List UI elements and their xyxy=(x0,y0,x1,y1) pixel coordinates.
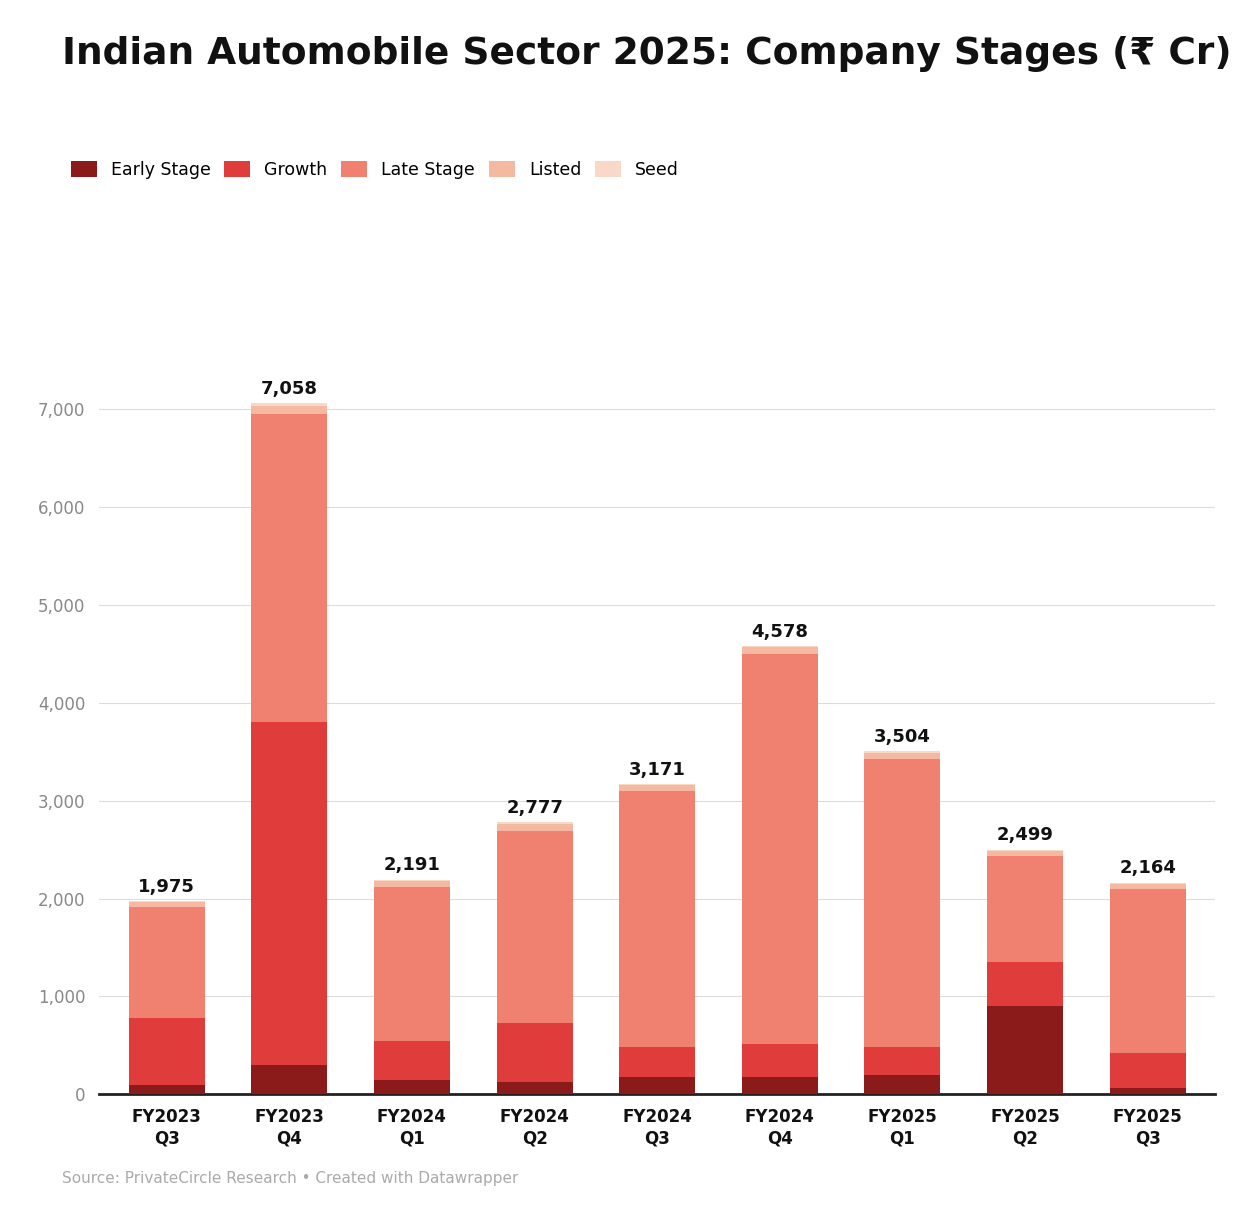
Bar xyxy=(619,786,696,790)
Text: 3,504: 3,504 xyxy=(874,728,931,745)
Bar xyxy=(252,1065,327,1094)
Bar xyxy=(1110,884,1185,889)
Bar xyxy=(742,647,818,654)
Bar xyxy=(1110,1087,1185,1094)
Bar xyxy=(742,646,818,647)
Bar xyxy=(496,1023,573,1082)
Text: 3,171: 3,171 xyxy=(629,760,686,778)
Text: 2,164: 2,164 xyxy=(1120,860,1177,877)
Bar xyxy=(864,1075,940,1094)
Bar xyxy=(987,856,1063,962)
Bar xyxy=(742,654,818,1045)
Text: Indian Automobile Sector 2025: Company Stages (₹ Cr): Indian Automobile Sector 2025: Company S… xyxy=(62,36,1231,73)
Bar xyxy=(1110,889,1185,1053)
Bar xyxy=(864,1047,940,1075)
Bar xyxy=(129,907,205,1018)
Bar xyxy=(496,822,573,824)
Bar xyxy=(987,1007,1063,1094)
Bar xyxy=(619,1077,696,1094)
Bar xyxy=(496,824,573,831)
Text: 2,499: 2,499 xyxy=(997,827,1054,844)
Text: 7,058: 7,058 xyxy=(260,379,317,398)
Bar xyxy=(374,1080,450,1094)
Bar xyxy=(1110,1053,1185,1087)
Bar xyxy=(864,753,940,759)
Bar xyxy=(252,404,327,406)
Text: 4,578: 4,578 xyxy=(751,623,808,641)
Text: Source: PrivateCircle Research • Created with Datawrapper: Source: PrivateCircle Research • Created… xyxy=(62,1171,518,1186)
Bar xyxy=(987,851,1063,856)
Bar xyxy=(129,1085,205,1094)
Text: 2,191: 2,191 xyxy=(383,856,440,874)
Legend: Early Stage, Growth, Late Stage, Listed, Seed: Early Stage, Growth, Late Stage, Listed,… xyxy=(71,161,678,179)
Text: 1,975: 1,975 xyxy=(138,878,195,896)
Bar xyxy=(374,880,450,886)
Bar xyxy=(252,413,327,722)
Bar xyxy=(987,850,1063,851)
Bar xyxy=(864,759,940,1047)
Bar xyxy=(619,1047,696,1077)
Bar xyxy=(129,902,205,907)
Bar xyxy=(252,406,327,413)
Bar xyxy=(496,1082,573,1094)
Bar xyxy=(619,790,696,1047)
Bar xyxy=(864,751,940,753)
Bar xyxy=(987,962,1063,1007)
Bar xyxy=(742,1077,818,1094)
Bar xyxy=(252,722,327,1065)
Bar xyxy=(374,1041,450,1080)
Bar xyxy=(374,886,450,1041)
Bar xyxy=(742,1045,818,1077)
Bar xyxy=(619,784,696,786)
Text: 2,777: 2,777 xyxy=(506,799,563,817)
Bar xyxy=(496,831,573,1023)
Bar xyxy=(129,1018,205,1085)
